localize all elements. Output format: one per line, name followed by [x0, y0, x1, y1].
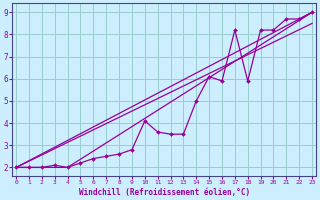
X-axis label: Windchill (Refroidissement éolien,°C): Windchill (Refroidissement éolien,°C): [78, 188, 250, 197]
